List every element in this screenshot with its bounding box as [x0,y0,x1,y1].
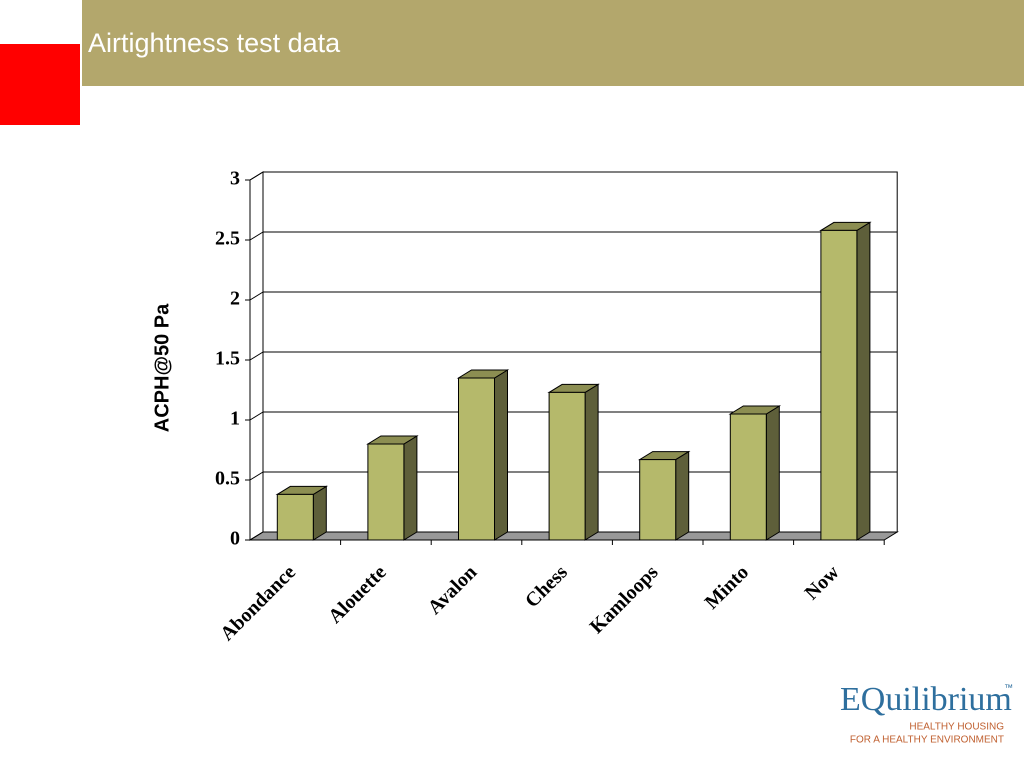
grid-line-side [249,351,264,361]
logo-name: EQuilibrium [840,681,1012,718]
logo-line1: HEALTHY HOUSING [909,722,1004,733]
x-tick-label: Chess [521,561,572,612]
red-block [0,44,80,125]
x-tick-label: Now [801,561,844,604]
bar-side [584,383,599,541]
y-tick-label: 0 [230,528,240,550]
bar-side [856,221,871,541]
y-tick-label: 1 [230,408,240,430]
bar-side [494,369,508,541]
y-tick-label: 2.5 [215,228,240,250]
header-band [82,0,1024,86]
logo-line2: FOR A HEALTHY ENVIRONMENT [850,735,1004,746]
x-tick-label: Avalon [424,561,482,619]
grid-line-side [249,411,264,421]
bar [639,459,677,541]
x-tick-label: Abondance [216,561,300,645]
bar [820,229,858,541]
grid-line-side [249,471,264,481]
y-axis-title: ACPH@50 Pa [151,303,173,432]
y-tick-label: 0.5 [215,468,240,490]
bar [367,443,405,541]
bar-side [312,485,327,541]
y-tick-label: 2 [230,288,240,310]
bar [276,493,314,541]
bar [729,413,767,541]
y-tick-label: 3 [230,168,240,190]
chart: 0 0.5 1 1.5 2 2.5 3 Abondance Alouette Avalon Ches… [215,168,899,645]
x-tick-label: Alouette [324,561,391,628]
grid-line-side [249,171,264,181]
bar-side [403,435,418,541]
bar-side [675,450,690,541]
bar [548,391,586,541]
logo-trademark: ™ [1004,682,1013,692]
grid-line-side [249,531,264,541]
grid-line-side [249,231,264,241]
grid-line-side [249,291,264,301]
slide-title: Airtightness test data [88,28,341,58]
y-tick-label: 1.5 [215,348,240,370]
bar-side [765,405,780,541]
x-tick-label: Minto [701,561,753,613]
x-tick-label: Kamloops [586,561,663,638]
bar [458,377,495,541]
